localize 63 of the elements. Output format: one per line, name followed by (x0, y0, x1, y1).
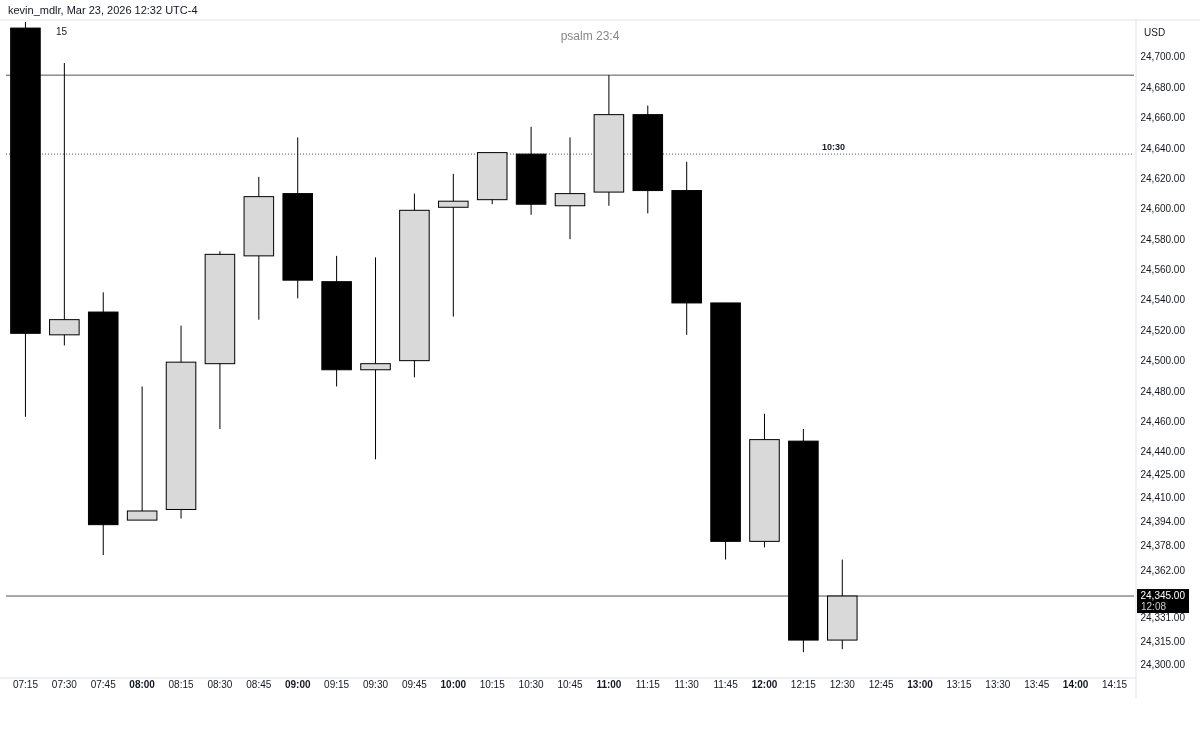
y-tick-label: 24,315.00 (1140, 636, 1186, 648)
x-tick-label: 08:45 (246, 679, 272, 690)
x-tick-label: 13:45 (1024, 679, 1050, 690)
text: 12:08 (1141, 601, 1167, 613)
annotation: 10:30 (821, 142, 845, 153)
x-tick-label: 13:30 (985, 679, 1011, 690)
x-tick-label: 07:45 (90, 679, 117, 690)
x-tick-label: 13:00 (907, 679, 934, 690)
x-tick-label: 10:00 (440, 679, 467, 690)
x-tick-label: 12:45 (868, 679, 895, 690)
x-tick-label: 11:45 (713, 679, 739, 690)
candlestick (360, 256, 391, 460)
candlestick (126, 385, 158, 521)
y-tick-label: 24,425.00 (1140, 469, 1186, 481)
y-tick-label: 24,500.00 (1140, 355, 1186, 367)
x-tick-label: 14:00 (1062, 679, 1089, 690)
y-tick-label: 24,362.00 (1140, 564, 1186, 576)
x-tick-label: 11:15 (635, 679, 661, 690)
y-tick-label: 24,560.00 (1140, 264, 1186, 276)
y-tick-label: 24,700.00 (1140, 51, 1186, 63)
x-tick-label: 11:00 (596, 679, 622, 690)
x-tick-label: 07:15 (12, 679, 39, 690)
y-tick-label: 24,480.00 (1140, 385, 1186, 397)
y-tick-label: 24,600.00 (1140, 203, 1186, 215)
y-tick-label: 24,620.00 (1140, 172, 1186, 184)
y-tick-label: 24,680.00 (1140, 81, 1186, 93)
x-tick-label: 08:15 (168, 679, 194, 690)
text: psalm 23:4 (560, 29, 620, 43)
x-tick-label: 07:30 (51, 679, 78, 690)
y-tick-label: 24,378.00 (1140, 540, 1186, 552)
y-tick-label: 24,300.00 (1140, 658, 1186, 670)
y-tick-label: 24,394.00 (1140, 516, 1186, 528)
y-tick-label: 24,660.00 (1140, 112, 1186, 124)
candlestick (554, 136, 586, 240)
x-tick-label: 12:15 (790, 679, 817, 690)
y-tick-label: 24,331.00 (1140, 611, 1186, 623)
text: kevin_mdlr, Mar 23, 2026 12:32 UTC-4 (8, 4, 198, 16)
y-tick-label: 24,520.00 (1140, 324, 1186, 336)
y-tick-label: 24,580.00 (1140, 233, 1186, 245)
y-tick-label: 24,440.00 (1140, 446, 1186, 458)
x-tick-label: 10:30 (518, 679, 545, 690)
x-tick-label: 10:15 (479, 679, 506, 690)
candlestick (438, 173, 469, 318)
y-tick-label: 24,410.00 (1140, 491, 1186, 503)
y-tick-label: 24,640.00 (1140, 142, 1186, 154)
y-axis-title: USD (1144, 27, 1166, 38)
x-tick-label: 09:30 (363, 679, 389, 690)
x-tick-label: 08:00 (129, 679, 156, 690)
y-tick-label: 24,540.00 (1140, 294, 1186, 306)
x-tick-label: 11:30 (674, 679, 700, 690)
text: 24,345.00 (1140, 590, 1186, 602)
x-tick-label: 13:15 (946, 679, 972, 690)
x-tick-label: 12:30 (829, 679, 856, 690)
candlestick (49, 62, 80, 346)
y-tick-label: 24,460.00 (1140, 415, 1186, 427)
x-tick-label: 09:45 (401, 679, 428, 690)
x-tick-label: 14:15 (1102, 679, 1128, 690)
x-tick-label: 09:00 (284, 679, 311, 690)
x-tick-label: 10:45 (557, 679, 583, 690)
x-tick-label: 08:30 (207, 679, 233, 690)
x-tick-label: 12:00 (751, 679, 778, 690)
x-tick-label: 09:15 (324, 679, 350, 690)
annotation: 15 (56, 26, 68, 37)
